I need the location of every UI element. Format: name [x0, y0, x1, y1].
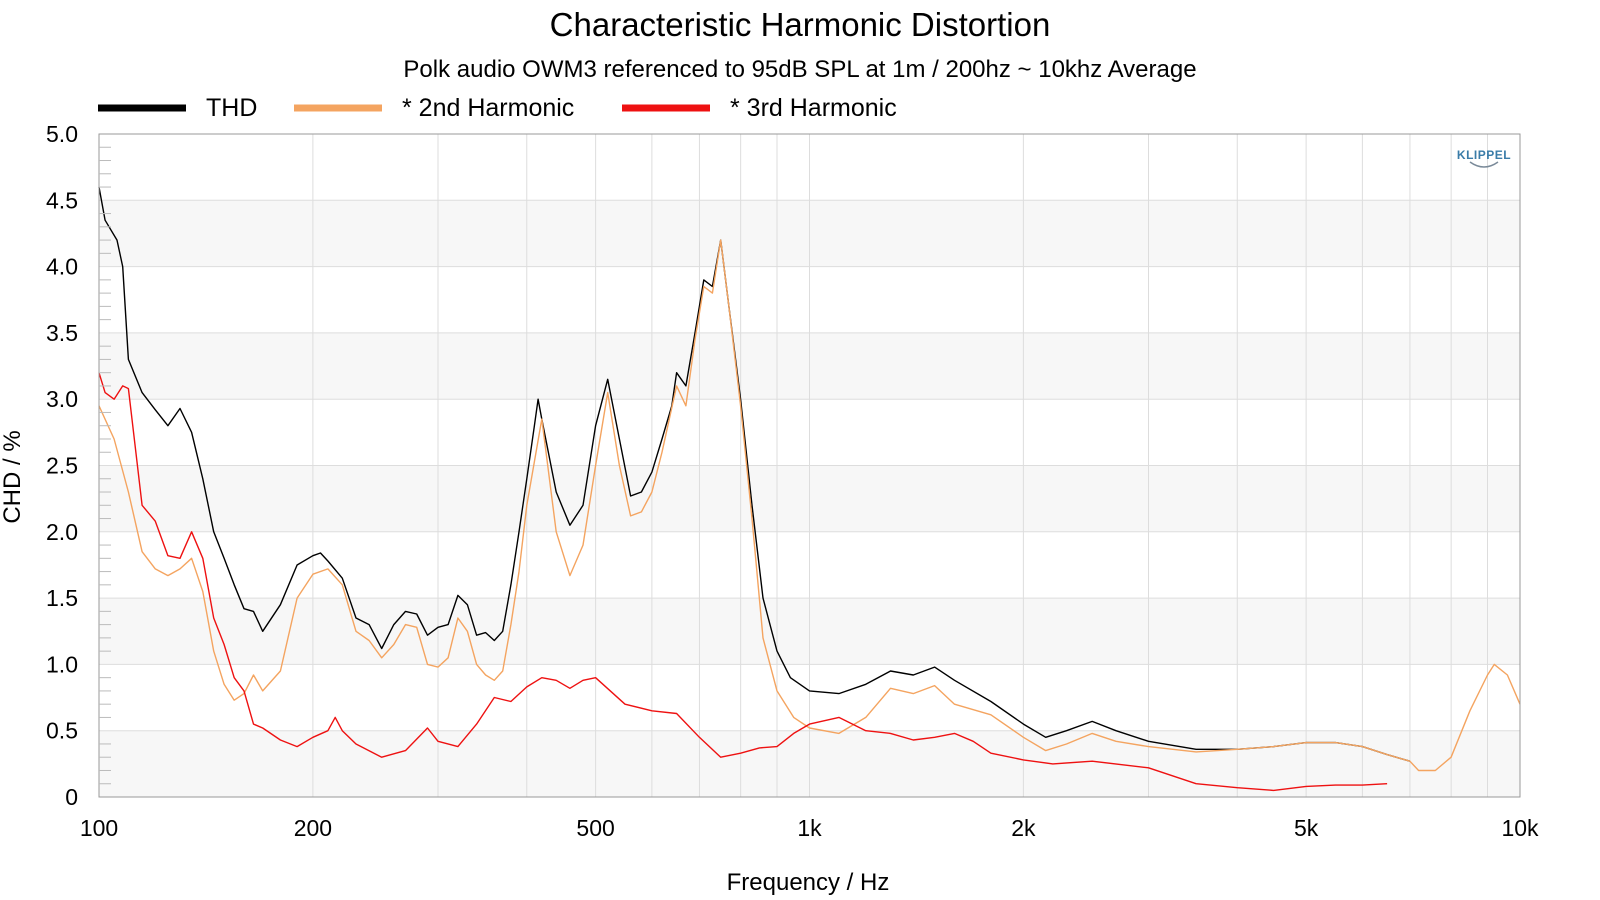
legend-label: * 3rd Harmonic [730, 94, 897, 122]
x-tick-label: 500 [576, 815, 614, 841]
series-line-2 [98, 239, 1521, 772]
x-tick-label: 2k [1011, 815, 1036, 841]
y-tick-label: 1.5 [46, 585, 78, 611]
y-tick-label: 5.0 [46, 121, 78, 147]
y-tick-label: 3.0 [46, 386, 78, 412]
y-tick-label: 4.5 [46, 187, 78, 213]
logo-text: KLIPPEL [1457, 148, 1511, 162]
y-tick-label: 2.0 [46, 519, 78, 545]
klippel-logo: KLIPPEL [1457, 148, 1511, 168]
legend: THD * 2nd Harmonic * 3rd Harmonic [98, 94, 897, 122]
x-tick-label: 1k [797, 815, 822, 841]
x-tick-label: 100 [80, 815, 118, 841]
plot-frame [98, 133, 1521, 798]
chart-title: Characteristic Harmonic Distortion [550, 6, 1051, 43]
x-tick-label: 10k [1501, 815, 1539, 841]
y-tick-label: 4.0 [46, 254, 78, 280]
x-axis-ticks: 100 200 500 1k 2k 5k 10k [80, 815, 1539, 841]
y-tick-label: 0 [65, 784, 78, 810]
series-line-3 [98, 372, 1388, 792]
y-tick-label: 0.5 [46, 718, 78, 744]
legend-label: THD [206, 94, 257, 122]
y-axis-ticks: 0 0.5 1.0 1.5 2.0 2.5 3.0 3.5 4.0 4.5 5.0 [46, 121, 111, 810]
x-axis-label: Frequency / Hz [727, 869, 890, 896]
x-tick-label: 200 [294, 815, 332, 841]
series-line-1 [98, 186, 1411, 762]
y-tick-label: 1.0 [46, 651, 78, 677]
y-tick-label: 2.5 [46, 453, 78, 479]
chart-subtitle: Polk audio OWM3 referenced to 95dB SPL a… [403, 56, 1196, 83]
y-tick-label: 3.5 [46, 320, 78, 346]
x-tick-label: 5k [1294, 815, 1319, 841]
series-layer [98, 186, 1521, 792]
legend-label: * 2nd Harmonic [402, 94, 574, 122]
y-axis-label: CHD / % [0, 430, 26, 523]
